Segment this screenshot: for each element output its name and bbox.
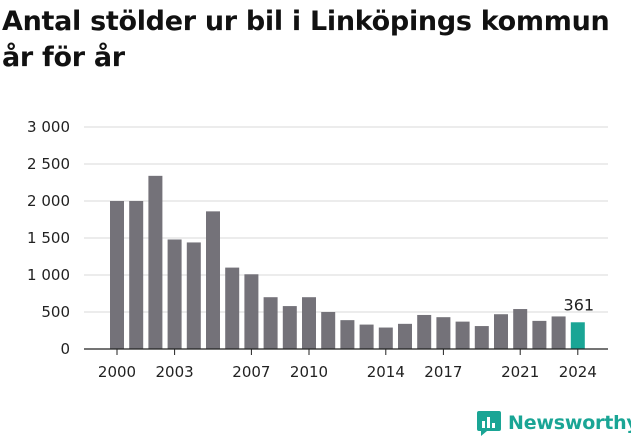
- bar-2003: [167, 239, 182, 349]
- bar-2004: [186, 242, 201, 349]
- x-tick-label: 2007: [232, 363, 270, 381]
- bar-2010: [302, 297, 316, 349]
- bar-2001: [129, 201, 144, 349]
- bar-2007: [244, 274, 259, 349]
- y-tick-label: 0: [60, 340, 70, 358]
- highlight-value-label: 361: [564, 295, 595, 314]
- bar-2009: [282, 306, 297, 349]
- bar-2005: [206, 211, 220, 349]
- bar-2020: [494, 314, 508, 349]
- x-tick-label: 2024: [559, 363, 597, 381]
- bar-2008: [263, 297, 278, 349]
- chart-title: Antal stölder ur bil i Linköpings kommun…: [2, 6, 610, 73]
- y-axis-ticks: 0 500 1 000 1 500 2 000 2 500 3 000: [27, 118, 70, 358]
- x-axis-ticks: 2000 2003 2007 2010 2014 2017 2021 2024: [98, 349, 597, 381]
- bar-2011: [321, 312, 336, 349]
- bar-2002: [148, 175, 163, 349]
- bar-2012: [340, 320, 355, 349]
- bar-2019: [474, 326, 489, 349]
- y-tick-label: 2 500: [27, 155, 70, 173]
- bar-2022: [532, 320, 547, 349]
- newsworthy-logo-icon: [477, 411, 501, 436]
- brand: Newsworthy: [476, 407, 631, 439]
- gridlines: [84, 126, 608, 313]
- y-tick-label: 1 000: [27, 266, 70, 284]
- x-tick-label: 2010: [290, 363, 328, 381]
- y-tick-label: 2 000: [27, 192, 70, 210]
- annotations: 361: [564, 295, 595, 314]
- bar-2024: [570, 322, 585, 349]
- bar-2023: [551, 316, 566, 349]
- x-tick-label: 2003: [156, 363, 194, 381]
- x-tick-label: 2017: [424, 363, 462, 381]
- bar-2000: [110, 201, 124, 349]
- y-tick-label: 1 500: [27, 229, 70, 247]
- bars: [110, 175, 585, 349]
- bar-2006: [225, 267, 240, 349]
- bar-2015: [398, 323, 412, 349]
- bar-2014: [378, 327, 393, 349]
- y-tick-label: 3 000: [27, 118, 70, 136]
- bar-2018: [455, 321, 470, 349]
- bar-2013: [359, 324, 374, 349]
- x-tick-label: 2014: [367, 363, 405, 381]
- x-tick-label: 2021: [501, 363, 539, 381]
- x-tick-label: 2000: [98, 363, 136, 381]
- bar-2021: [513, 309, 528, 349]
- brand-name: Newsworthy: [508, 412, 631, 434]
- bar-2017: [436, 317, 451, 349]
- bar-2016: [417, 314, 432, 349]
- y-tick-label: 500: [41, 303, 70, 321]
